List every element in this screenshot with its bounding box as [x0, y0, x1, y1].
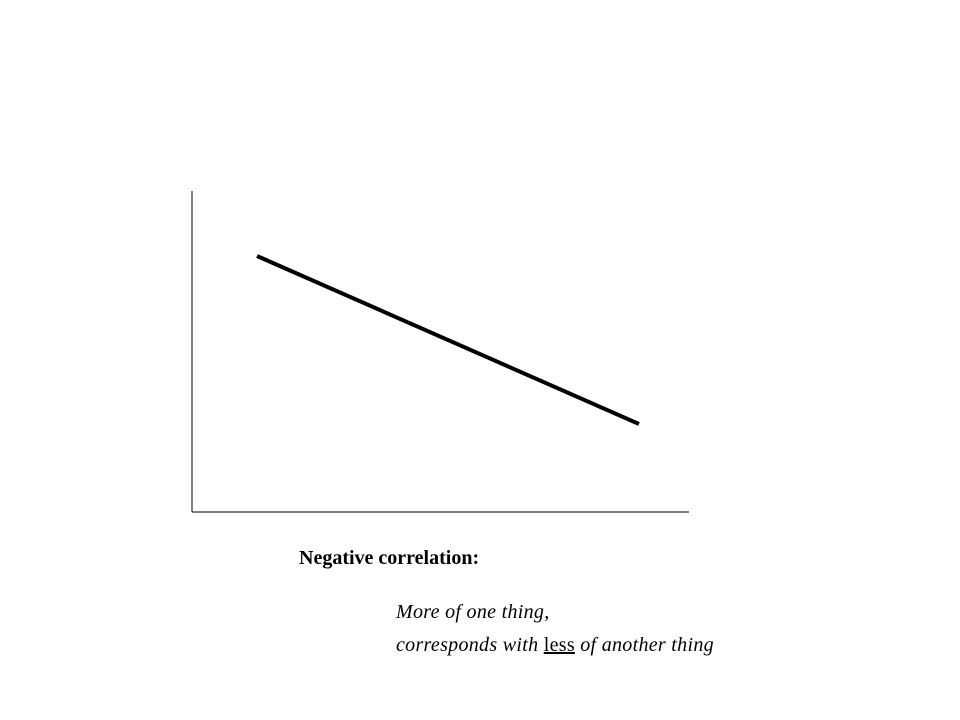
caption-title: Negative correlation: [299, 547, 480, 569]
caption-emphasis: less [543, 634, 575, 656]
caption-text: of another thing [580, 634, 714, 656]
caption-line: More of one thing, [396, 601, 550, 623]
caption-text: corresponds with [396, 634, 539, 656]
trend-line [256, 254, 640, 426]
caption-line: corresponds with less of another thing [396, 635, 714, 655]
